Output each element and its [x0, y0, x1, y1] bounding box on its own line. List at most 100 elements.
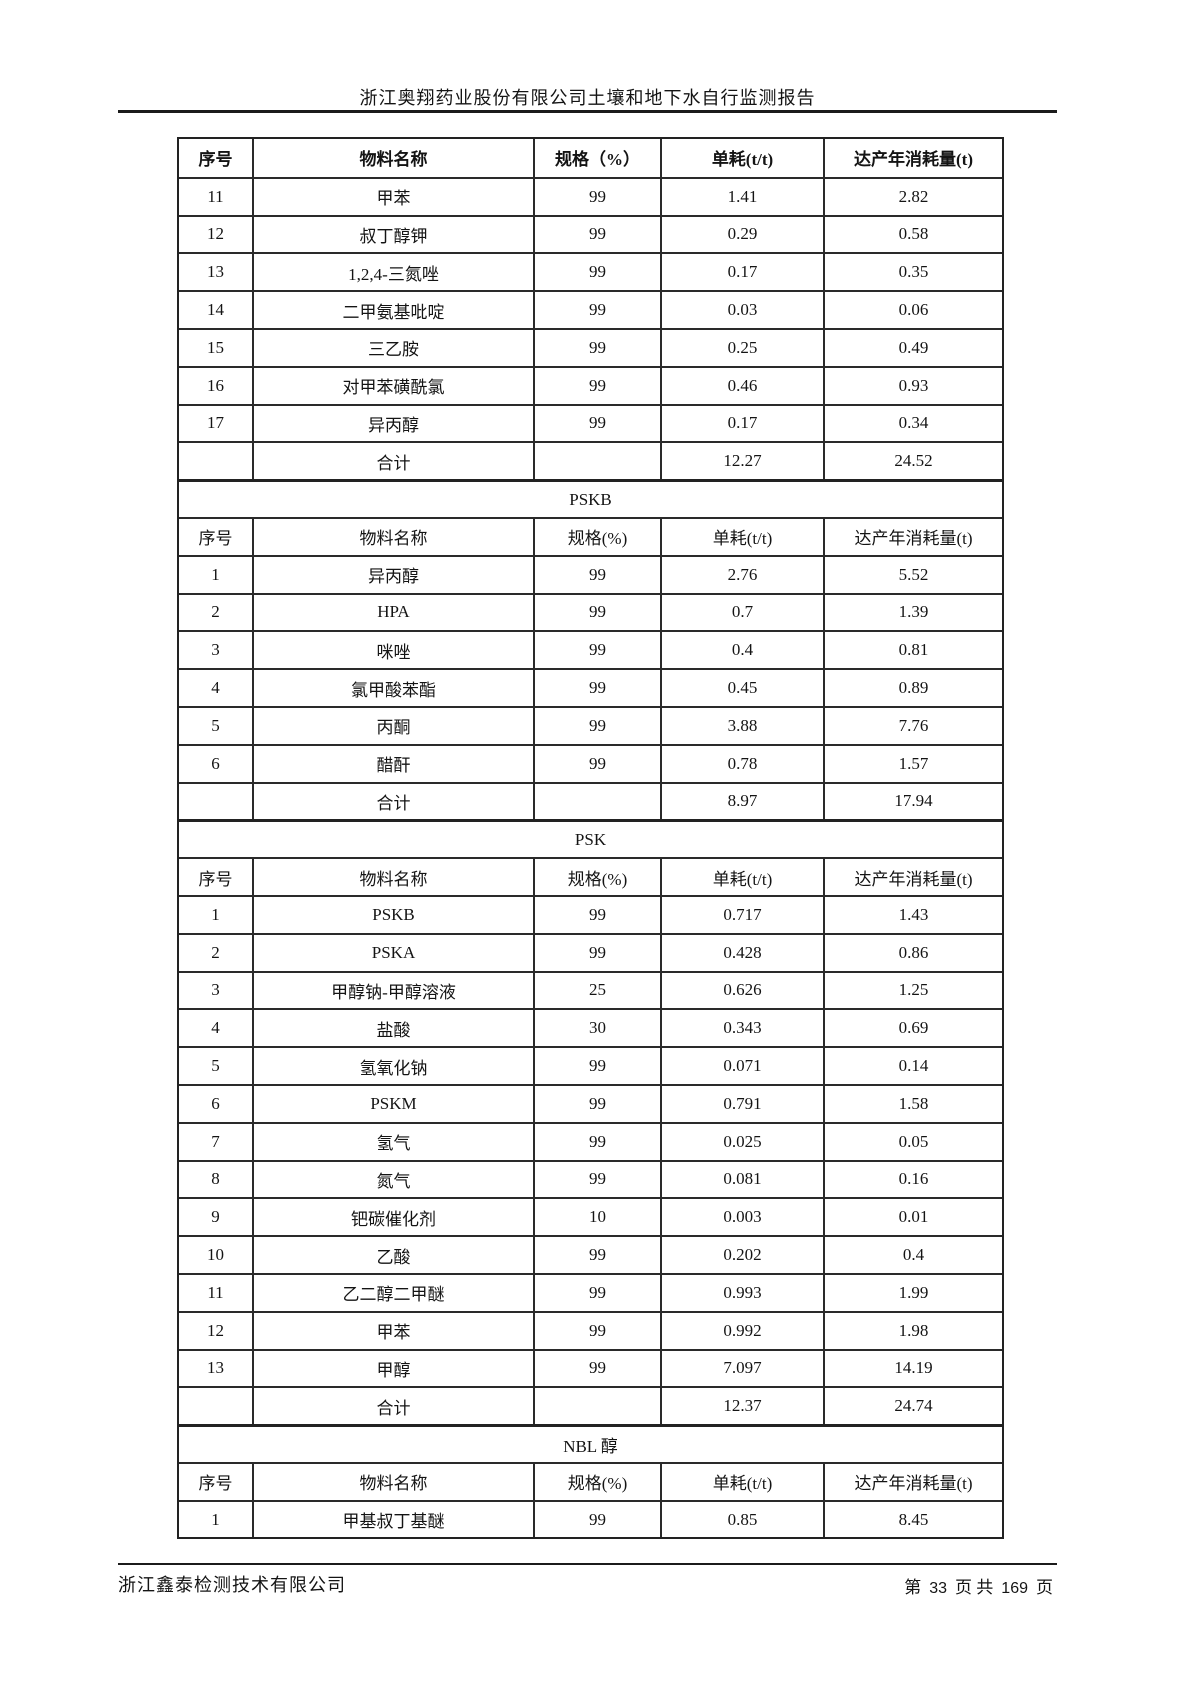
- table-cell: 0.202: [660, 1237, 823, 1273]
- table-cell: 1.43: [823, 896, 1002, 933]
- table-cell: 0.05: [823, 1123, 1002, 1160]
- table-cell: 氢气: [252, 1123, 533, 1160]
- table-cell: 盐酸: [252, 1010, 533, 1047]
- table-cell: 0.993: [660, 1274, 823, 1311]
- table-cell: 1.98: [823, 1312, 1002, 1349]
- column-header: 物料名称: [252, 139, 533, 177]
- column-header: 达产年消耗量(t): [823, 859, 1002, 895]
- table-cell: 0.343: [660, 1010, 823, 1047]
- table-cell: 叔丁醇钾: [252, 216, 533, 253]
- table-row: 14 二甲氨基吡啶 99 0.03 0.06: [179, 290, 1002, 328]
- table-cell: 9: [211, 1207, 220, 1227]
- total-row: 合计 12.27 24.52: [179, 441, 1002, 480]
- column-header: 达产年消耗量(t): [823, 1463, 1002, 1500]
- table-cell: 17.94: [823, 783, 1002, 820]
- table-cell: 0.81: [823, 632, 1002, 669]
- table-row: 15 三乙胺 99 0.25 0.49: [179, 327, 1002, 366]
- table-cell: 12.27: [660, 443, 823, 480]
- table-cell: 99: [533, 670, 660, 706]
- table-row: 16 对甲苯磺酰氯 99 0.46 0.93: [179, 365, 1002, 404]
- table-cell: 99: [533, 1350, 660, 1387]
- table-cell: 8.97: [660, 783, 823, 820]
- table-cell: 99: [533, 1237, 660, 1273]
- table-cell: 0.58: [823, 216, 1002, 253]
- table-cell: 11: [207, 186, 224, 206]
- table-cell: 99: [533, 1048, 660, 1084]
- footer-company: 浙江鑫泰检测技术有限公司: [118, 1575, 346, 1595]
- table-cell: 10: [533, 1199, 660, 1236]
- table-cell: [179, 443, 252, 479]
- table-cell: 0.85: [660, 1501, 823, 1538]
- column-header: 物料名称: [252, 1463, 533, 1500]
- table-cell: 25: [533, 972, 660, 1009]
- table-row: 11 乙二醇二甲醚 99 0.993 1.99: [179, 1272, 1002, 1311]
- table-cell: [533, 1388, 660, 1425]
- table-cell: 99: [533, 1085, 660, 1122]
- table-cell: 99: [533, 896, 660, 933]
- table-row: 11 甲苯 99 1.41 2.82: [179, 176, 1002, 215]
- table-cell: 丙酮: [252, 707, 533, 744]
- table-cell: 0.06: [823, 292, 1002, 328]
- column-header: 序号: [198, 869, 233, 889]
- column-header: 规格（%）: [533, 139, 660, 177]
- table-cell: 甲基叔丁基醚: [252, 1501, 533, 1538]
- table-cell: 12: [207, 1320, 224, 1340]
- table-cell: 0.428: [660, 934, 823, 971]
- table-row: 4 氯甲酸苯酯 99 0.45 0.89: [179, 668, 1002, 706]
- table-cell: 15: [207, 337, 224, 357]
- page-title: 浙江奥翔药业股份有限公司土壤和地下水自行监测报告: [359, 88, 816, 108]
- page-label-prefix: 第: [904, 1578, 922, 1597]
- table-cell: [533, 783, 660, 820]
- table-cell: 99: [533, 367, 660, 404]
- table-cell: 0.46: [660, 367, 823, 404]
- table-cell: 0.992: [660, 1312, 823, 1349]
- table-cell: 0.89: [823, 670, 1002, 706]
- table-cell: 3: [211, 640, 220, 660]
- table-cell: 4: [211, 1018, 220, 1038]
- table-cell: 0.93: [823, 367, 1002, 404]
- table-cell: 14.19: [823, 1350, 1002, 1387]
- table-cell: 1.39: [823, 594, 1002, 631]
- column-header: 规格(%): [533, 1463, 660, 1500]
- column-header: 序号: [198, 529, 233, 549]
- table-cell: 13: [207, 1358, 224, 1378]
- table-cell: 5.52: [823, 556, 1002, 593]
- table-cell: 0.49: [823, 329, 1002, 366]
- table-row: 2 PSKA 99 0.428 0.86: [179, 932, 1002, 971]
- table-cell: 0.01: [823, 1199, 1002, 1236]
- table-cell: PSKA: [252, 934, 533, 971]
- table-row: 1 PSKB 99 0.717 1.43: [179, 894, 1002, 933]
- section-title-row: NBL 醇: [179, 1424, 1002, 1462]
- table-cell: 7.097: [660, 1350, 823, 1387]
- table-cell: 1: [211, 904, 220, 924]
- table-cell: 99: [533, 405, 660, 442]
- table-cell: 1,2,4-三氮唑: [252, 254, 533, 291]
- table-cell: 对甲苯磺酰氯: [252, 367, 533, 404]
- table-cell: 10: [207, 1245, 224, 1264]
- table-cell: 二甲氨基吡啶: [252, 292, 533, 328]
- column-header: 单耗(t/t): [660, 518, 823, 555]
- table-cell: 0.78: [660, 745, 823, 782]
- column-header: 规格(%): [533, 859, 660, 895]
- table-row: 6 PSKM 99 0.791 1.58: [179, 1083, 1002, 1122]
- table-cell: 14: [207, 300, 224, 320]
- table-row: 5 丙酮 99 3.88 7.76: [179, 705, 1002, 744]
- table-cell: 3: [211, 980, 220, 1000]
- table-cell: 7: [211, 1131, 220, 1151]
- table-cell: 0.45: [660, 670, 823, 706]
- column-header: 序号: [198, 1474, 233, 1494]
- table-cell: 0.17: [660, 254, 823, 291]
- footer-rule: [118, 1563, 1057, 1565]
- table-cell: 1.58: [823, 1085, 1002, 1122]
- current-page-number: 33: [929, 1580, 948, 1597]
- table-cell: 8: [211, 1169, 220, 1189]
- table-cell: 1.57: [823, 745, 1002, 782]
- table-cell: 99: [533, 707, 660, 744]
- table-row: 3 甲醇钠-甲醇溶液 25 0.626 1.25: [179, 970, 1002, 1009]
- header-rule: [118, 110, 1057, 113]
- table-row: 12 叔丁醇钾 99 0.29 0.58: [179, 214, 1002, 253]
- page-label-middle: 页 共: [955, 1578, 994, 1597]
- table-cell: 99: [533, 1312, 660, 1349]
- table-row: 3 咪唑 99 0.4 0.81: [179, 630, 1002, 669]
